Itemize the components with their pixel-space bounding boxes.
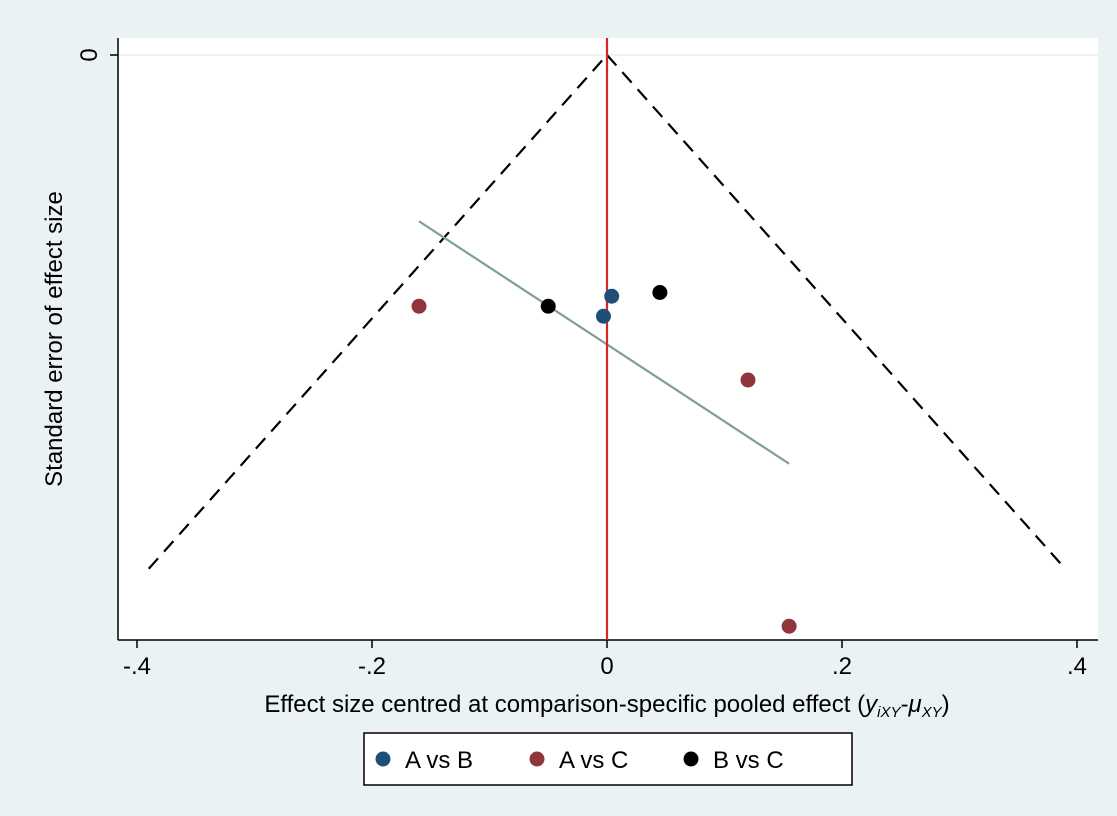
ticks-layer: -.4 -.2 0 .2 .4 0 [76,48,1087,680]
x-tick-label: 0 [600,653,613,680]
x-tick-label: .4 [1067,653,1087,680]
y-tick-label: 0 [76,48,103,61]
legend-marker [375,751,391,767]
y-axis-label: Standard error of effect size [41,191,68,487]
x-tick-label: -.4 [123,653,151,680]
data-point-b-vs-c [540,298,556,314]
legend-items: A vs B A vs C B vs C [375,747,784,774]
legend: A vs B A vs C B vs C [363,732,853,786]
regression-line [418,220,790,465]
data-point-a-vs-c [411,298,427,314]
x-axis-label: Effect size centred at comparison-specif… [264,691,949,721]
legend-label: A vs B [405,747,473,774]
legend-marker [529,751,545,767]
data-point-a-vs-b [604,288,620,304]
legend-label: B vs C [713,747,784,774]
x-tick-label: .2 [832,653,852,680]
legend-label: A vs C [559,747,628,774]
x-tick-label: -.2 [358,653,386,680]
data-point-a-vs-c [781,618,797,634]
legend-marker [683,751,699,767]
lines-layer [147,38,1067,640]
data-point-b-vs-c [652,285,668,300]
data-point-a-vs-c [740,372,756,388]
legend-box [363,732,853,786]
data-point-a-vs-b [595,308,611,324]
points-layer [411,285,797,634]
